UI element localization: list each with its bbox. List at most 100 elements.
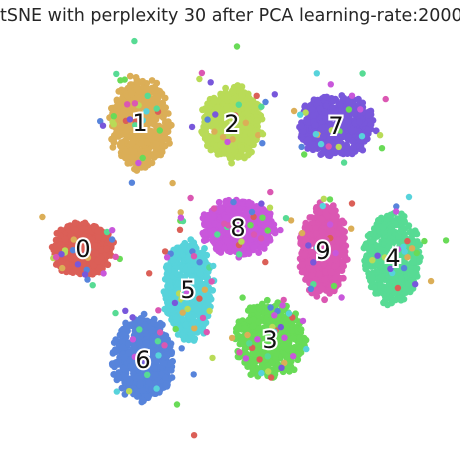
point xyxy=(128,154,136,161)
point xyxy=(344,150,351,158)
point xyxy=(376,246,384,253)
point xyxy=(152,358,160,365)
point xyxy=(69,269,77,276)
point xyxy=(122,373,130,381)
point xyxy=(64,223,72,230)
point xyxy=(234,332,242,339)
point xyxy=(67,254,75,262)
point xyxy=(210,97,218,105)
point xyxy=(408,269,416,277)
point xyxy=(401,286,409,294)
point xyxy=(361,242,369,250)
point xyxy=(103,245,110,253)
point xyxy=(169,358,177,365)
point xyxy=(139,77,147,85)
point xyxy=(164,282,171,290)
point xyxy=(151,364,158,372)
point xyxy=(57,226,65,234)
point xyxy=(71,226,79,234)
point xyxy=(128,139,136,147)
point xyxy=(317,151,325,159)
point xyxy=(79,239,86,247)
point xyxy=(222,214,230,222)
point xyxy=(355,95,362,103)
point xyxy=(140,397,147,405)
point xyxy=(94,227,102,235)
point xyxy=(249,306,257,313)
point xyxy=(207,228,214,236)
point xyxy=(61,235,69,243)
point xyxy=(345,118,352,125)
point xyxy=(150,319,158,327)
point xyxy=(173,316,181,323)
point xyxy=(349,126,357,134)
point xyxy=(238,146,246,154)
point xyxy=(80,260,87,268)
point xyxy=(192,306,200,314)
point xyxy=(377,274,385,281)
point xyxy=(95,264,103,272)
point xyxy=(319,124,326,131)
point xyxy=(209,287,217,294)
point xyxy=(118,143,125,151)
point xyxy=(309,106,316,114)
point xyxy=(200,237,208,245)
point xyxy=(387,223,395,231)
point xyxy=(234,153,242,161)
point xyxy=(88,236,96,244)
point xyxy=(148,136,156,143)
point xyxy=(151,371,159,379)
point xyxy=(71,219,79,227)
point xyxy=(249,97,257,104)
point xyxy=(130,147,138,155)
point xyxy=(114,133,122,140)
point xyxy=(160,359,168,367)
point xyxy=(341,143,348,151)
point xyxy=(148,326,156,334)
point xyxy=(149,117,156,125)
point xyxy=(255,305,263,313)
point xyxy=(119,331,127,339)
point xyxy=(245,150,253,158)
point xyxy=(238,92,246,100)
point xyxy=(297,326,305,333)
point xyxy=(185,266,193,274)
point xyxy=(222,84,230,92)
point xyxy=(295,334,303,342)
point xyxy=(364,126,372,134)
point xyxy=(133,165,141,173)
point xyxy=(250,104,258,112)
point xyxy=(155,93,163,101)
point xyxy=(323,93,331,101)
point xyxy=(119,343,126,351)
point xyxy=(95,234,102,241)
point xyxy=(123,126,131,134)
point xyxy=(227,107,235,115)
point xyxy=(250,244,258,252)
point xyxy=(110,138,118,146)
point xyxy=(308,141,316,149)
point xyxy=(117,123,124,131)
point xyxy=(371,284,378,292)
point xyxy=(145,158,153,166)
point xyxy=(369,274,376,282)
point xyxy=(401,218,408,225)
point xyxy=(405,280,412,287)
point xyxy=(109,361,116,369)
point xyxy=(146,129,154,137)
point xyxy=(63,265,71,272)
point xyxy=(235,205,243,213)
point xyxy=(110,339,118,346)
point xyxy=(169,256,177,264)
point xyxy=(109,143,117,151)
point xyxy=(136,317,144,325)
point xyxy=(137,379,144,387)
point xyxy=(162,373,169,381)
point xyxy=(145,379,153,387)
point xyxy=(122,148,130,155)
point xyxy=(365,112,372,119)
chart-title: tSNE with perplexity 30 after PCA learni… xyxy=(0,6,460,26)
point xyxy=(297,122,305,130)
